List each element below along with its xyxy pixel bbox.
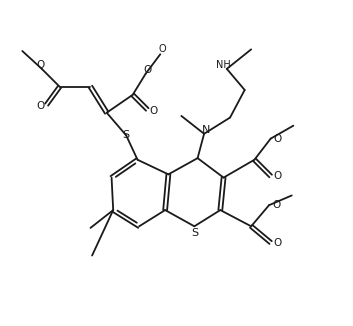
Text: O: O [272,200,280,210]
Text: S: S [191,229,198,238]
Text: O: O [143,65,151,75]
Text: O: O [36,101,44,111]
Text: O: O [150,106,158,116]
Text: O: O [274,238,282,247]
Text: NH: NH [216,60,230,70]
Text: N: N [202,125,210,135]
Text: S: S [122,130,130,141]
Text: O: O [274,171,282,181]
Text: O: O [274,134,282,144]
Text: O: O [158,44,166,54]
Text: O: O [36,60,44,70]
